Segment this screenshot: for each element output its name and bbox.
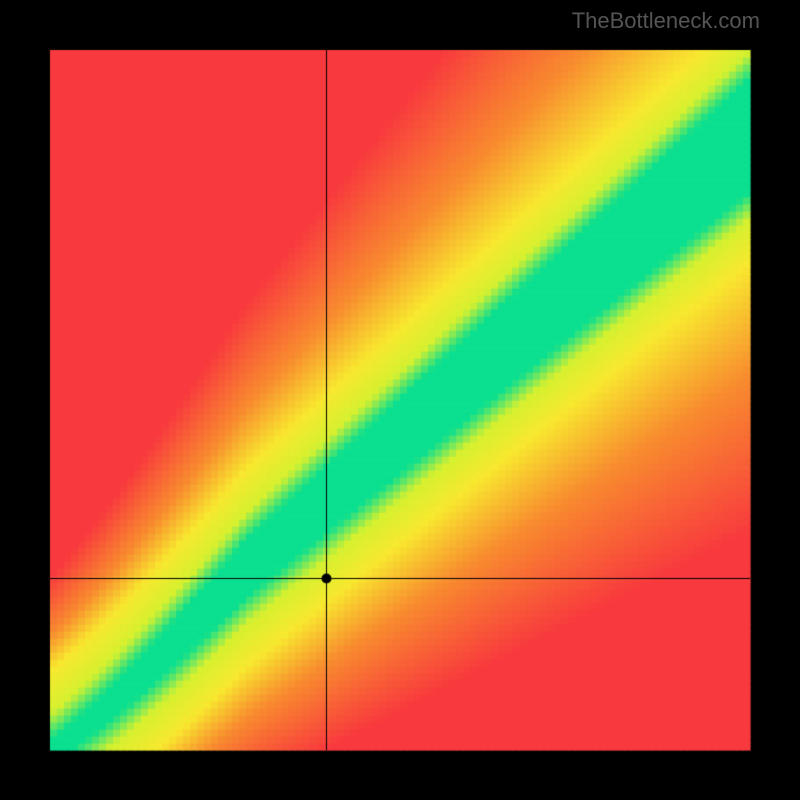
- bottleneck-heatmap: [0, 0, 800, 800]
- watermark-label: TheBottleneck.com: [572, 8, 760, 34]
- chart-container: TheBottleneck.com: [0, 0, 800, 800]
